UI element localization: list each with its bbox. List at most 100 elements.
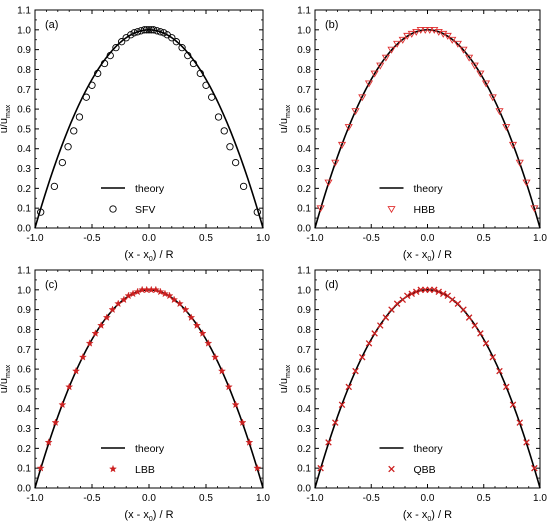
y-tick-label: 0.8 bbox=[17, 325, 31, 336]
x-axis-label: (x - x0) / R bbox=[124, 249, 173, 263]
y-tick-label: 1.0 bbox=[297, 25, 311, 36]
y-tick-label: 0.3 bbox=[17, 164, 31, 175]
legend-series-label: LBB bbox=[135, 464, 155, 476]
data-point bbox=[133, 28, 142, 36]
x-tick-label: -0.5 bbox=[83, 233, 101, 244]
data-point bbox=[393, 300, 401, 307]
x-tick-label: 1.0 bbox=[256, 233, 270, 244]
data-point bbox=[403, 292, 411, 300]
data-point bbox=[331, 419, 339, 426]
data-point bbox=[114, 299, 123, 308]
y-tick-label: 0.4 bbox=[297, 404, 311, 415]
data-point bbox=[170, 295, 179, 304]
data-point bbox=[459, 46, 468, 54]
plot-frame bbox=[314, 9, 541, 229]
data-point bbox=[393, 40, 402, 48]
y-tick-label: 0.2 bbox=[297, 184, 311, 195]
legend-theory-label: theory bbox=[414, 443, 444, 455]
chart-panel: 0.0 0.1 0.2 0.3 0.4 0.5 0.6 0.7 0.8 0.9 1.0 1.1 -1.0… bbox=[0, 266, 270, 524]
data-point bbox=[477, 330, 484, 337]
data-point bbox=[106, 51, 114, 60]
data-point bbox=[58, 158, 67, 167]
data-point bbox=[471, 322, 479, 329]
data-point bbox=[153, 27, 161, 35]
y-tick-label: 0.3 bbox=[297, 164, 311, 175]
data-point bbox=[387, 46, 396, 54]
data-point bbox=[147, 26, 155, 34]
data-point bbox=[364, 80, 374, 88]
y-tick-label: 0.5 bbox=[297, 384, 311, 395]
data-point bbox=[398, 36, 407, 44]
data-point bbox=[187, 313, 196, 321]
data-point bbox=[522, 179, 531, 187]
panel-label: (c) bbox=[45, 279, 58, 291]
data-point bbox=[91, 329, 100, 337]
data-point bbox=[439, 290, 447, 298]
x-tick-label: 0.5 bbox=[477, 493, 491, 504]
data-point bbox=[352, 367, 359, 375]
data-point bbox=[435, 288, 443, 296]
data-point bbox=[124, 291, 133, 300]
y-axis-label: u/umax bbox=[0, 364, 12, 393]
data-point bbox=[94, 69, 102, 78]
legend-marker bbox=[388, 465, 395, 473]
data-point bbox=[231, 400, 240, 409]
data-point bbox=[430, 286, 438, 294]
data-point bbox=[175, 299, 184, 308]
plot-frame bbox=[34, 9, 264, 229]
data-point bbox=[217, 366, 226, 375]
chart-panel: 0.0 0.1 0.2 0.3 0.4 0.5 0.6 0.7 0.8 0.9 1.0 1.1 -1.0… bbox=[0, 6, 270, 264]
legend-series-label: SFV bbox=[135, 204, 155, 216]
data-point bbox=[496, 367, 503, 375]
y-tick-label: 0.2 bbox=[297, 444, 311, 455]
data-point bbox=[495, 108, 504, 116]
data-point bbox=[370, 70, 379, 78]
y-tick-label: 0.9 bbox=[297, 305, 311, 316]
y-tick-label: 0.1 bbox=[17, 464, 31, 475]
data-point bbox=[515, 159, 524, 167]
data-point bbox=[530, 205, 539, 213]
theory-curve bbox=[34, 289, 264, 489]
y-tick-label: 0.6 bbox=[17, 105, 31, 116]
data-point bbox=[97, 321, 106, 329]
y-tick-label: 0.5 bbox=[297, 124, 311, 135]
data-point bbox=[338, 401, 346, 409]
y-tick-label: 0.5 bbox=[17, 384, 31, 395]
data-point bbox=[108, 305, 117, 314]
legend-series-label: QBB bbox=[414, 464, 436, 476]
data-point bbox=[488, 94, 497, 102]
data-point bbox=[198, 329, 207, 337]
data-point bbox=[129, 289, 138, 298]
data-point bbox=[133, 287, 142, 296]
y-tick-label: 1.1 bbox=[17, 6, 31, 17]
data-point bbox=[523, 439, 530, 446]
y-tick-label: 1.1 bbox=[297, 266, 311, 277]
data-point bbox=[508, 141, 518, 149]
x-tick-label: 0.0 bbox=[142, 493, 156, 504]
data-point bbox=[72, 366, 81, 375]
legend-marker bbox=[387, 206, 396, 214]
data-point bbox=[516, 419, 524, 426]
data-point bbox=[226, 143, 234, 151]
data-point bbox=[253, 464, 262, 472]
data-point bbox=[317, 464, 324, 472]
data-point bbox=[65, 382, 74, 391]
data-point bbox=[253, 208, 261, 216]
y-tick-label: 0.6 bbox=[297, 365, 311, 376]
data-point bbox=[181, 305, 190, 314]
data-point bbox=[465, 314, 473, 321]
data-point bbox=[388, 306, 395, 313]
data-point bbox=[204, 339, 213, 347]
y-tick-label: 0.5 bbox=[17, 124, 31, 135]
legend-marker bbox=[109, 464, 117, 473]
data-point bbox=[156, 28, 165, 36]
data-point bbox=[412, 288, 420, 296]
data-point bbox=[381, 54, 390, 62]
legend-theory-label: theory bbox=[414, 183, 444, 195]
y-tick-label: 0.7 bbox=[17, 345, 31, 356]
x-tick-label: 0.5 bbox=[199, 493, 213, 504]
y-tick-label: 1.1 bbox=[17, 266, 31, 277]
x-axis-label: (x - x0) / R bbox=[124, 509, 173, 523]
y-tick-label: 0.4 bbox=[17, 404, 31, 415]
data-point bbox=[112, 44, 120, 52]
